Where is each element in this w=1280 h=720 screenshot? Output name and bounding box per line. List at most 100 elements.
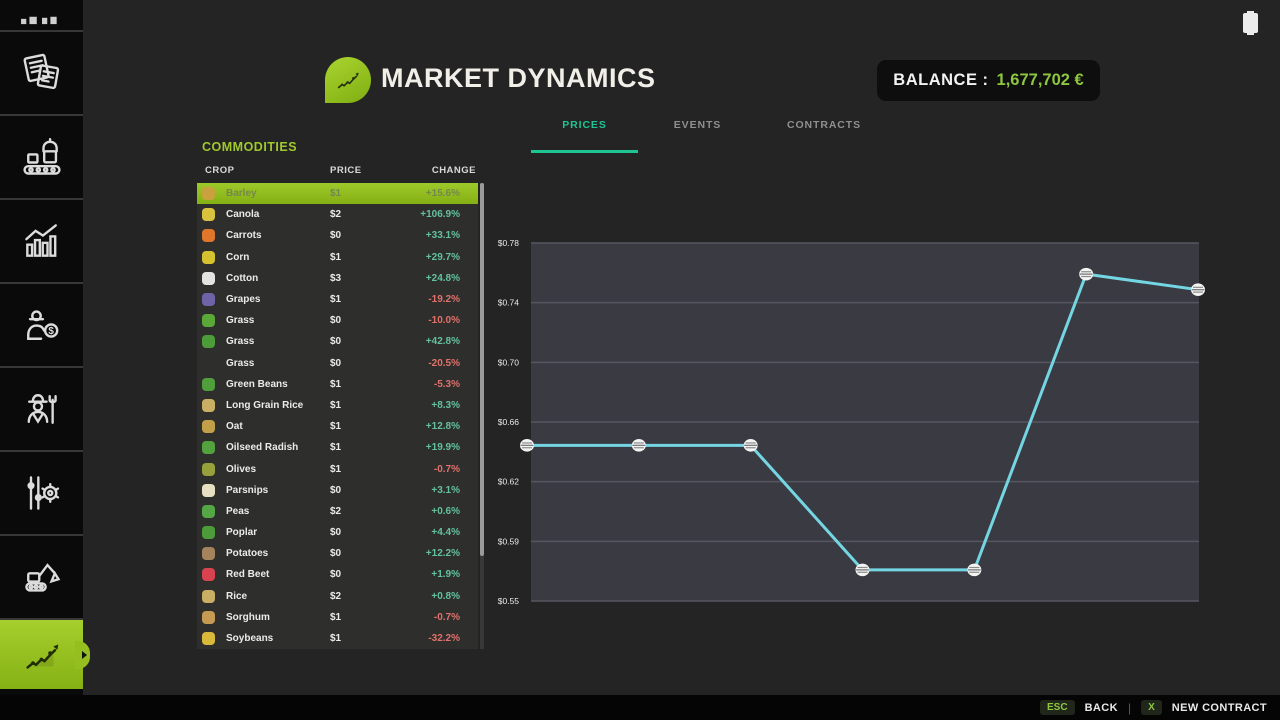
commodity-row[interactable]: Oilseed Radish $1 +19.9%	[197, 437, 478, 458]
rice-icon	[202, 589, 215, 603]
crop-price: $1	[330, 399, 342, 411]
commodity-row[interactable]: Canola $2 +106.9%	[197, 204, 478, 225]
column-crop: CROP	[205, 165, 235, 176]
sidebar: $	[0, 0, 90, 720]
crop-change: -32.2%	[428, 633, 460, 645]
svg-text:$0.55: $0.55	[498, 596, 520, 606]
settings-icon	[26, 476, 59, 510]
sorghum-icon	[202, 610, 215, 624]
sidebar-item-market[interactable]	[0, 618, 90, 689]
crop-change: +12.8%	[425, 421, 460, 433]
commodity-row[interactable]: Green Beans $1 -5.3%	[197, 374, 478, 395]
crop-name: Red Beet	[226, 569, 270, 581]
crop-name: Barley	[226, 188, 257, 200]
commodity-row[interactable]: Sorghum $1 -0.7%	[197, 607, 478, 628]
price-history-chart: $0.78 $0.74 $0.70 $0.66 $0.62 $0.59 $0.55	[498, 238, 1205, 606]
sidebar-item-construction[interactable]	[0, 534, 83, 618]
svg-text:$0.62: $0.62	[498, 477, 520, 487]
tab-prices[interactable]: PRICES	[562, 119, 607, 131]
poplar-icon	[202, 526, 215, 540]
sidebar-item-documents[interactable]	[0, 30, 83, 114]
red-beet-icon	[202, 568, 215, 582]
crop-price: $0	[330, 315, 342, 327]
commodity-row[interactable]: Soybeans $1 -32.2%	[197, 628, 478, 649]
commodity-row[interactable]: Cotton $3 +24.8%	[197, 268, 478, 289]
footer-divider: |	[1127, 700, 1132, 715]
commodity-row[interactable]: Red Beet $0 +1.9%	[197, 564, 478, 585]
sidebar-item-partial[interactable]	[0, 0, 83, 30]
grapes-icon	[202, 293, 215, 307]
crop-price: $1	[330, 442, 342, 454]
crop-price: $0	[330, 336, 342, 348]
commodities-list: Barley $1 +15.6% Canola $2 +106.9% Carro…	[197, 183, 478, 649]
footer-bar: ESC BACK | X NEW CONTRACT	[0, 695, 1280, 720]
crop-change: -0.7%	[433, 463, 460, 475]
commodity-row[interactable]: Grapes $1 -19.2%	[197, 289, 478, 310]
sidebar-item-sales[interactable]: $	[0, 282, 83, 366]
crop-name: Soybeans	[226, 633, 274, 645]
commodity-row[interactable]: Grass $0 +42.8%	[197, 331, 478, 352]
crop-price: $1	[330, 378, 342, 390]
x-keycap[interactable]: X	[1141, 700, 1162, 715]
commodity-row[interactable]: Olives $1 -0.7%	[197, 458, 478, 479]
crop-name: Grass	[226, 357, 255, 369]
barley-icon	[202, 187, 215, 201]
svg-text:$0.78: $0.78	[498, 238, 520, 248]
crop-name: Corn	[226, 251, 250, 263]
crop-change: +24.8%	[425, 272, 460, 284]
sidebar-item-statistics[interactable]	[0, 198, 83, 282]
sidebar-item-production[interactable]	[0, 114, 83, 198]
commodity-row[interactable]: Parsnips $0 +3.1%	[197, 480, 478, 501]
crop-change: +1.9%	[431, 569, 460, 581]
commodity-row[interactable]: Oat $1 +12.8%	[197, 416, 478, 437]
commodity-row[interactable]: Barley $1 +15.6%	[197, 183, 478, 205]
rice-icon	[202, 398, 215, 412]
crop-name: Oilseed Radish	[226, 442, 299, 454]
crop-name: Peas	[226, 505, 250, 517]
commodity-row[interactable]: Poplar $0 +4.4%	[197, 522, 478, 543]
crop-name: Oat	[226, 421, 243, 433]
crop-name: Long Grain Rice	[226, 399, 304, 411]
carrots-icon	[202, 229, 215, 243]
new-contract-button[interactable]: NEW CONTRACT	[1171, 701, 1267, 714]
column-change: CHANGE	[431, 165, 476, 176]
crop-price: $0	[330, 230, 342, 242]
commodity-row[interactable]: Corn $1 +29.7%	[197, 247, 478, 268]
crop-name: Olives	[226, 463, 257, 475]
soybeans-icon	[202, 632, 215, 646]
commodity-row[interactable]: Grass $0 -20.5%	[197, 353, 478, 374]
tab-contracts[interactable]: CONTRACTS	[786, 119, 861, 131]
back-button[interactable]: BACK	[1084, 701, 1118, 714]
canola-icon	[202, 208, 215, 222]
commodity-row[interactable]: Grass $0 -10.0%	[197, 310, 478, 331]
esc-keycap[interactable]: ESC	[1040, 700, 1075, 715]
commodities-scrollbar-thumb[interactable]	[480, 183, 484, 556]
sidebar-item-settings[interactable]	[0, 450, 83, 534]
market-trend-leaf-icon	[337, 72, 359, 89]
crop-name: Green Beans	[226, 378, 288, 390]
balance-label: BALANCE :	[893, 71, 989, 89]
tab-events[interactable]: EVENTS	[673, 119, 722, 131]
crop-change: +42.8%	[425, 336, 460, 348]
cotton-icon	[202, 271, 215, 285]
crop-change: +12.2%	[425, 548, 460, 560]
grass-icon	[202, 335, 215, 349]
commodity-row[interactable]: Long Grain Rice $1 +8.3%	[197, 395, 478, 416]
sidebar-item-farmer[interactable]	[0, 366, 83, 450]
crop-name: Grass	[226, 336, 255, 348]
commodity-row[interactable]: Peas $2 +0.6%	[197, 501, 478, 522]
commodity-row[interactable]: Potatoes $0 +12.2%	[197, 543, 478, 564]
crop-change: +33.1%	[425, 230, 460, 242]
crop-change: +0.8%	[431, 590, 460, 602]
crop-price: $1	[330, 463, 342, 475]
production-icon	[22, 138, 61, 175]
crop-name: Potatoes	[226, 548, 269, 560]
commodity-row[interactable]: Rice $2 +0.8%	[197, 586, 478, 607]
peas-icon	[202, 504, 215, 518]
svg-text:$0.66: $0.66	[498, 417, 520, 427]
active-tab-underline	[531, 150, 638, 153]
partial-vehicle-icon	[21, 16, 57, 25]
olives-icon	[202, 462, 215, 476]
commodity-row[interactable]: Carrots $0 +33.1%	[197, 225, 478, 246]
grass-icon	[202, 314, 215, 328]
